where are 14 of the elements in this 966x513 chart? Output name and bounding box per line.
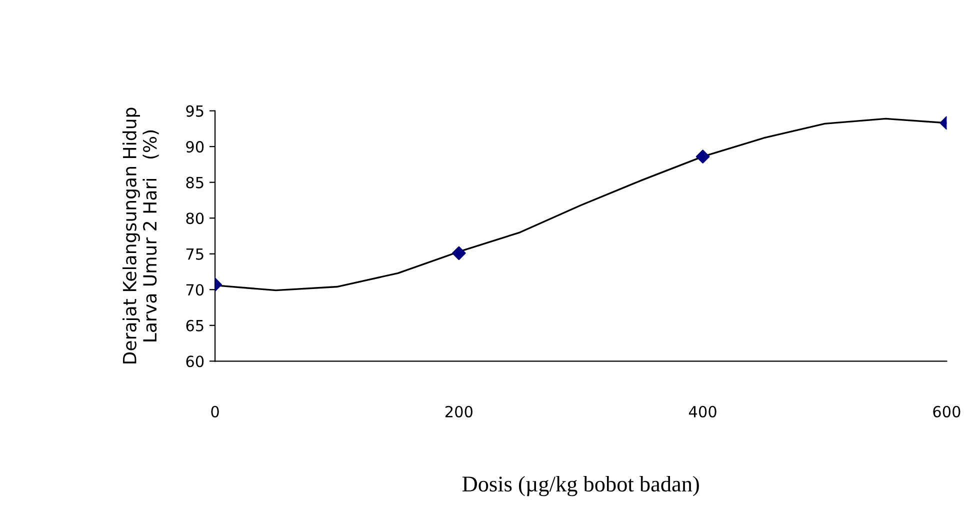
y-tick-label: 90	[186, 141, 204, 153]
y-tick-label: 60	[186, 356, 204, 368]
x-axis-title: Dosis (µg/kg bobot badan)	[462, 476, 699, 496]
y-tick-label: 95	[186, 105, 204, 117]
y-tick-label: 70	[186, 284, 204, 296]
y-tick-label: 85	[186, 176, 204, 188]
x-tick-label: 200	[445, 406, 472, 418]
y-tick-label: 65	[186, 320, 204, 332]
x-tick-label: 400	[688, 406, 716, 418]
y-axis-title: Derajat Kelangsungan Hidup Larva Umur 2 Hari (%)	[122, 108, 159, 364]
y-tick-label: 75	[186, 248, 204, 260]
y-tick-label: 80	[186, 212, 204, 224]
x-tick-label: 0	[211, 406, 219, 418]
x-tick-label: 600	[933, 406, 960, 418]
